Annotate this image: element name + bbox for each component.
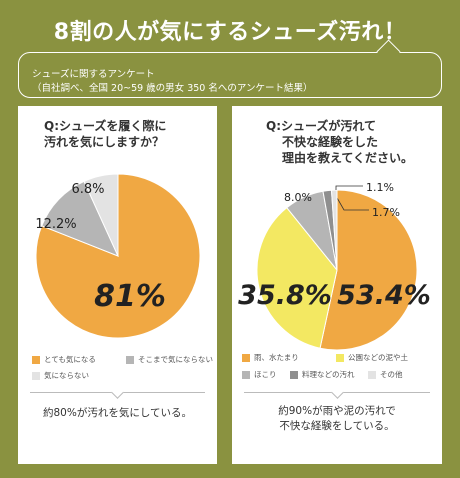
left-legend-item-1: とても気になる — [32, 354, 96, 365]
left-question-line-1: Q:シューズを履く際に — [44, 119, 167, 133]
right-pie-slice-2 — [256, 207, 338, 349]
right-legend-swatch-5 — [368, 370, 376, 379]
right-question-line-1: Q:シューズが汚れて — [266, 119, 377, 133]
left-question: Q:シューズを履く際に 汚れを気にしますか？ — [44, 118, 166, 150]
right-pie-chart: 53.4%35.8% 8.0% 1.7% 1.1% — [238, 181, 431, 351]
left-legend-swatch-1 — [32, 355, 40, 364]
right-question: Q:シューズが汚れて 不快な経験をした 理由を教えてください。 — [266, 118, 413, 166]
right-legend-label-5: その他 — [380, 370, 403, 379]
right-legend-label-2: 公園などの泥や土 — [348, 353, 408, 362]
right-pie-value-label-1: 53.4% — [337, 280, 431, 311]
right-pie-value-label-3: 8.0% — [284, 191, 312, 204]
left-legend-swatch-2 — [126, 355, 134, 364]
survey-bubble — [18, 39, 442, 98]
left-legend-swatch-3 — [32, 371, 40, 380]
left-panel: Q:シューズを履く際に 汚れを気にしますか？ 81% 12.2% 6.8% とても気… — [18, 106, 217, 464]
left-question-line-2: 汚れを気にしますか？ — [44, 135, 165, 149]
right-pie-value-label-5: 1.1% — [366, 181, 394, 194]
left-pie-slice-2 — [41, 180, 119, 257]
right-legend-item-1: 雨、水たまり — [242, 352, 299, 363]
right-conclusion: 約90%が雨や泥の汚れで 不快な経験をしている。 — [232, 404, 442, 434]
survey-title: シューズに関するアンケート — [32, 69, 155, 80]
right-legend-item-5: その他 — [368, 369, 403, 380]
right-legend-item-4: 料理などの汚れ — [290, 369, 355, 380]
right-legend-swatch-1 — [242, 353, 250, 362]
right-conclusion-line-1: 約90%が雨や泥の汚れで — [278, 405, 396, 417]
right-pie-leader-4 — [335, 195, 369, 211]
right-legend-swatch-3 — [242, 370, 250, 379]
right-legend-item-2: 公園などの泥や土 — [336, 352, 408, 363]
left-pie-value-label-1: 81% — [94, 279, 166, 314]
right-question-line-3: 理由を教えてください。 — [282, 151, 414, 165]
left-pie-value-label-3: 6.8% — [71, 182, 104, 197]
left-conclusion: 約80%が汚れを気にしている。 — [18, 406, 217, 421]
right-pie-leader-5 — [335, 185, 363, 190]
right-legend-label-4: 料理などの汚れ — [302, 370, 355, 379]
right-panel: Q:シューズが汚れて 不快な経験をした 理由を教えてください。 53.4% 35.… — [232, 106, 442, 464]
right-legend-label-1: 雨、水たまり — [254, 353, 299, 362]
right-legend-item-3: ほこり — [242, 369, 277, 380]
right-pie-value-label-4: 1.7% — [372, 206, 400, 219]
left-legend-label-2: そこまで気にならない — [138, 355, 213, 364]
right-pie-slice-1 — [319, 189, 418, 351]
left-pie-value-label-2: 12.2% — [35, 217, 76, 232]
left-legend-label-3: 気にならない — [44, 371, 89, 380]
right-legend-swatch-4 — [290, 370, 298, 379]
left-legend-label-1: とても気になる — [44, 355, 96, 364]
right-pie-slice-5 — [330, 189, 338, 271]
right-question-line-2: 不快な経験をした — [282, 135, 379, 149]
right-legend-swatch-2 — [336, 353, 344, 362]
right-legend-label-3: ほこり — [254, 370, 277, 379]
headline: 8割の人が気にするシューズ汚れ！ — [53, 20, 407, 45]
survey-source: （自社調べ、全国 20~59 歳の男女 350 名へのアンケート結果） — [32, 83, 313, 94]
right-conclusion-line-2: 不快な経験をしている。 — [279, 420, 395, 432]
left-pie-slice-3 — [83, 173, 119, 257]
left-pie-slice-1 — [35, 173, 201, 339]
left-conclusion-line-1: 約80%が汚れを気にしている。 — [42, 407, 193, 419]
right-pie-value-label-2: 35.8% — [238, 280, 332, 311]
left-legend-item-2: そこまで気にならない — [126, 354, 213, 365]
left-pie-chart: 81% 12.2% 6.8% — [35, 173, 201, 339]
left-legend-item-3: 気にならない — [32, 370, 89, 381]
